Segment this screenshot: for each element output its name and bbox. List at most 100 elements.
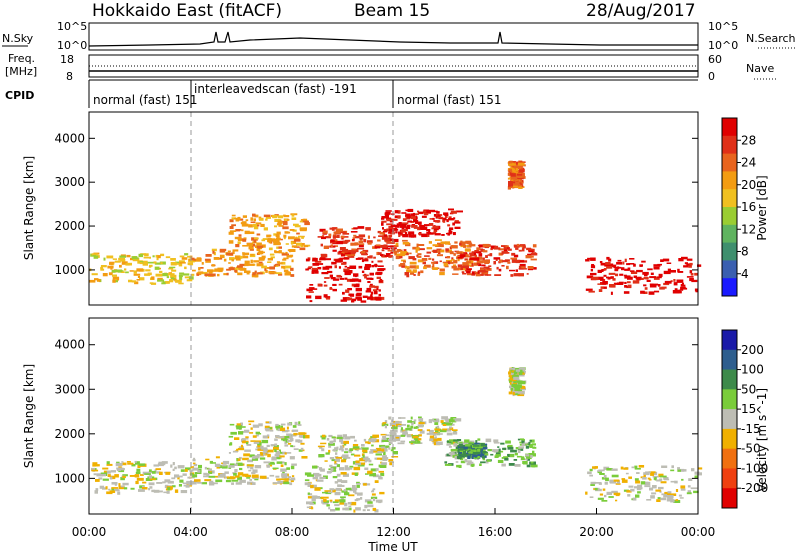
echo-cell (400, 434, 405, 437)
echo-cell (142, 260, 148, 264)
echo-cell (520, 173, 525, 176)
echo-cell (119, 264, 122, 268)
echo-cell (454, 226, 461, 229)
echo-cell (351, 239, 355, 242)
echo-cell (227, 250, 231, 252)
echo-cell (230, 257, 237, 260)
echo-cell (329, 287, 333, 290)
echo-cell (476, 260, 484, 264)
echo-cell (129, 475, 136, 477)
echo-cell (478, 454, 485, 456)
echo-cell (328, 434, 333, 438)
echo-cell (91, 253, 98, 256)
echo-cell (301, 236, 304, 239)
echo-cell (528, 250, 534, 253)
echo-cell (258, 433, 262, 435)
echo-cell (415, 247, 420, 251)
echo-cell (649, 284, 657, 288)
echo-cell (530, 248, 535, 252)
echo-cell (509, 381, 514, 385)
echo-cell (450, 450, 454, 454)
echo-cell (121, 461, 124, 463)
echo-cell (457, 449, 462, 453)
echo-cell (306, 295, 312, 299)
echo-cell (340, 480, 348, 483)
echo-cell (357, 247, 365, 250)
echo-cell (321, 272, 329, 275)
echo-cell (381, 222, 384, 226)
echo-cell (284, 272, 291, 276)
echo-cell (317, 267, 322, 270)
echo-cell (248, 224, 253, 228)
echo-cell (258, 217, 264, 221)
echo-cell (229, 476, 235, 480)
echo-cell (229, 463, 235, 466)
echo-cell (433, 433, 437, 436)
echo-cell (158, 461, 166, 466)
echo-cell (464, 453, 471, 457)
echo-cell (455, 450, 458, 453)
echo-cell (482, 243, 489, 248)
echo-cell (178, 484, 182, 487)
echo-cell (190, 481, 197, 485)
echo-cell (331, 469, 337, 472)
echo-cell (402, 218, 407, 221)
echo-cell (526, 273, 529, 275)
echo-cell (367, 509, 370, 511)
echo-cell (485, 438, 492, 443)
echo-cell (686, 258, 693, 261)
echo-cell (445, 248, 449, 252)
echo-cell (317, 236, 324, 238)
echo-cell (336, 274, 341, 278)
echo-cell (595, 488, 602, 492)
echo-cell (229, 219, 234, 223)
echo-cell (366, 287, 372, 291)
echo-cell (170, 273, 175, 275)
echo-cell (352, 446, 360, 449)
echo-cell (624, 281, 627, 284)
echo-cell (98, 477, 103, 480)
echo-cell (477, 455, 480, 459)
echo-cell (292, 425, 297, 428)
echo-cell (362, 249, 369, 253)
echo-cell (200, 267, 204, 269)
echo-cell (446, 443, 451, 446)
echo-cell (198, 267, 201, 271)
x-tick-label: 12:00 (376, 525, 411, 539)
echo-cell (144, 273, 151, 276)
echo-cell (284, 440, 287, 445)
echo-cell (459, 254, 466, 258)
echo-cell (398, 417, 401, 419)
echo-cell (673, 282, 678, 286)
echo-cell (648, 291, 655, 295)
echo-cell (397, 442, 405, 445)
echo-cell (429, 429, 434, 433)
echo-cell (326, 438, 330, 441)
echo-cell (208, 271, 213, 274)
echo-cell (418, 422, 425, 425)
echo-cell (298, 432, 306, 435)
echo-cell (515, 269, 518, 272)
echo-cell (250, 253, 254, 256)
echo-cell (395, 422, 399, 425)
echo-cell (289, 456, 295, 460)
echo-cell (288, 236, 295, 240)
echo-cell (653, 264, 661, 267)
echo-cell (374, 457, 378, 460)
echo-cell (634, 478, 639, 481)
echo-cell (115, 280, 118, 283)
echo-cell (674, 480, 678, 484)
echo-cell (424, 224, 430, 227)
echo-cell (473, 445, 480, 447)
echo-cell (360, 497, 363, 500)
echo-cell (604, 481, 608, 485)
echo-cell (658, 273, 663, 277)
echo-cell (526, 458, 530, 461)
x-tick-label: 04:00 (173, 525, 208, 539)
echo-cell (340, 496, 346, 499)
echo-cell (376, 271, 383, 275)
echo-cell (388, 234, 393, 238)
echo-cell (337, 484, 342, 487)
echo-cell (378, 475, 382, 479)
echo-cell (328, 445, 332, 448)
